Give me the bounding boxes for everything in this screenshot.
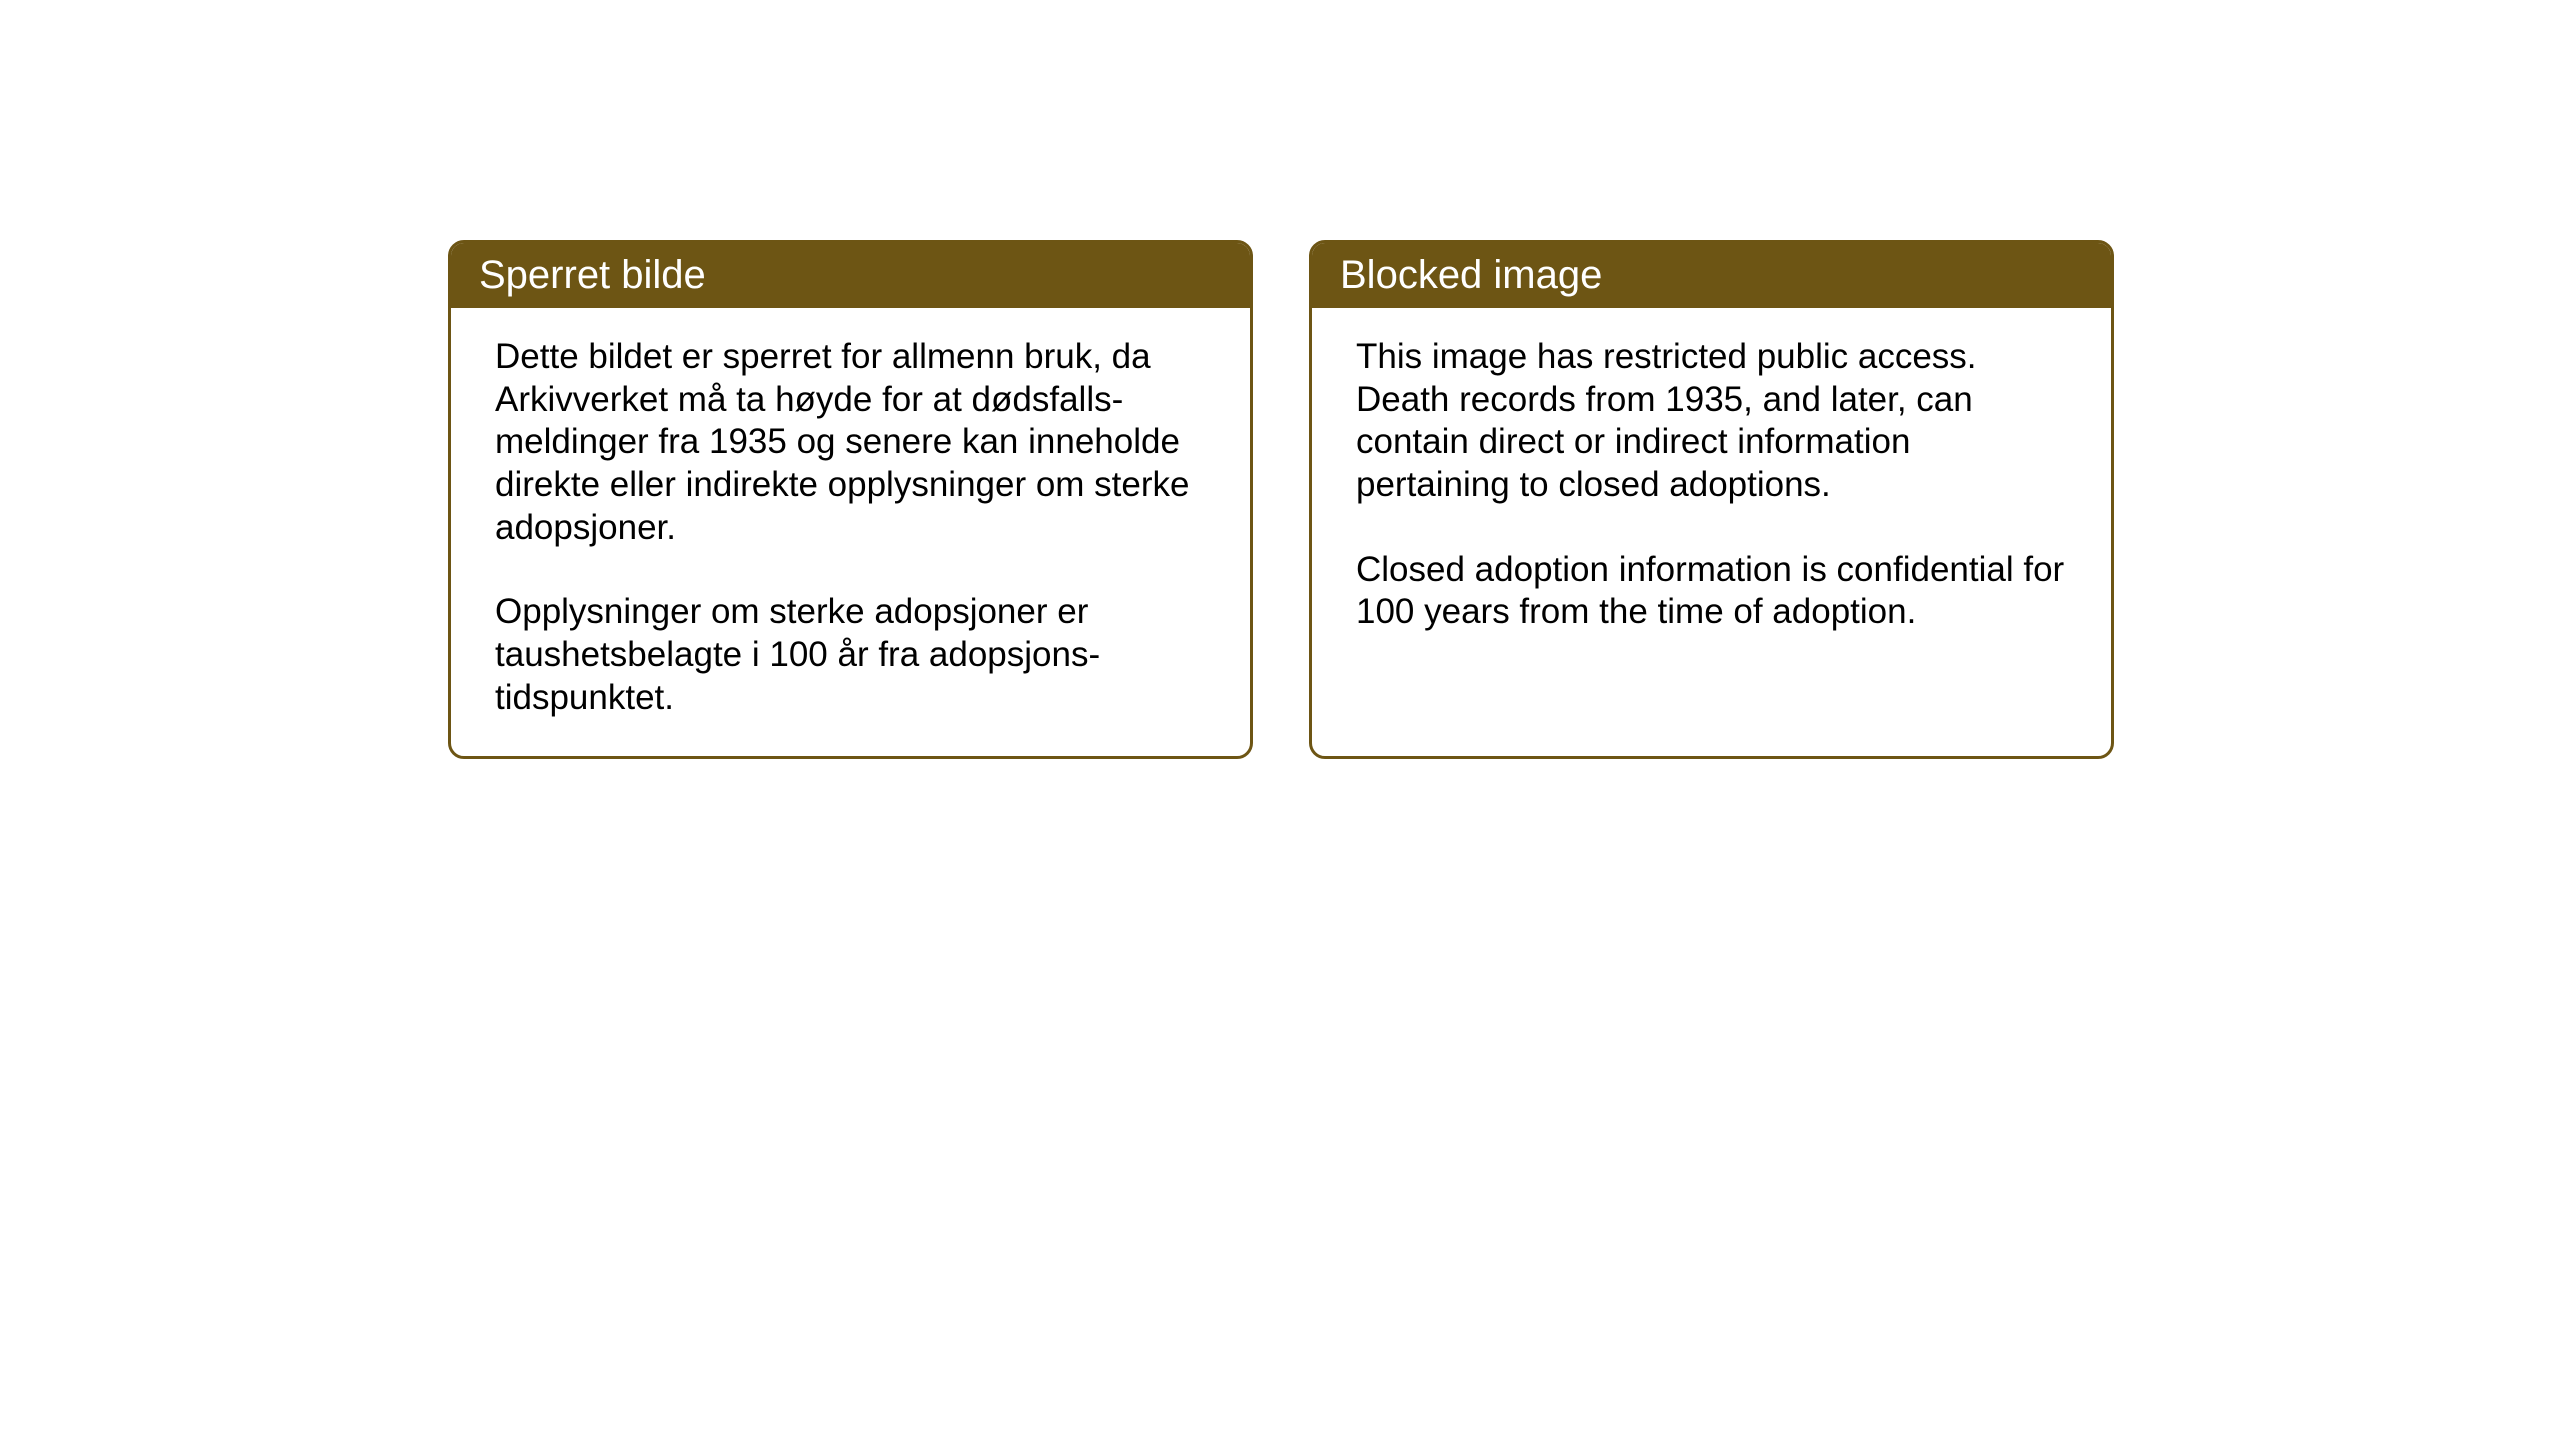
card-body-norwegian: Dette bildet er sperret for allmenn bruk… <box>451 308 1250 756</box>
notice-card-norwegian: Sperret bilde Dette bildet er sperret fo… <box>448 240 1253 759</box>
notice-container: Sperret bilde Dette bildet er sperret fo… <box>448 240 2114 759</box>
card-paragraph-1-norwegian: Dette bildet er sperret for allmenn bruk… <box>495 336 1206 549</box>
card-title-english: Blocked image <box>1340 253 1602 297</box>
card-paragraph-1-english: This image has restricted public access.… <box>1356 336 2067 507</box>
card-header-english: Blocked image <box>1312 243 2111 308</box>
card-paragraph-2-norwegian: Opplysninger om sterke adopsjoner er tau… <box>495 591 1206 719</box>
card-paragraph-2-english: Closed adoption information is confident… <box>1356 549 2067 634</box>
notice-card-english: Blocked image This image has restricted … <box>1309 240 2114 759</box>
card-body-english: This image has restricted public access.… <box>1312 308 2111 744</box>
card-title-norwegian: Sperret bilde <box>479 253 706 297</box>
card-header-norwegian: Sperret bilde <box>451 243 1250 308</box>
